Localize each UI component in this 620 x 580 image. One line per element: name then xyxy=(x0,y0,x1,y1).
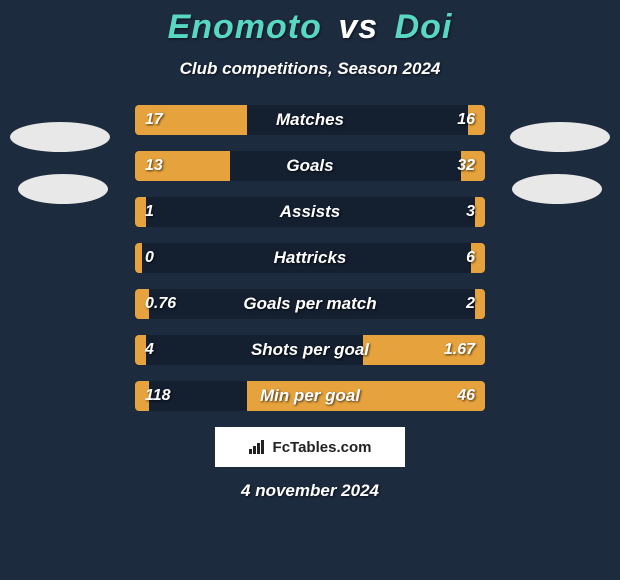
footer-date: 4 november 2024 xyxy=(0,481,620,501)
stats-rows: 1716Matches 1332Goals 13Assists 06Hattricks… xyxy=(135,105,485,411)
stat-row: 13Assists xyxy=(135,197,485,227)
chart-icon xyxy=(249,440,267,454)
stat-row: 41.67Shots per goal xyxy=(135,335,485,365)
stat-label: Goals xyxy=(135,151,485,181)
stat-row: 11846Min per goal xyxy=(135,381,485,411)
player2-name: Doi xyxy=(395,8,453,46)
stat-label: Goals per match xyxy=(135,289,485,319)
player1-name: Enomoto xyxy=(168,8,322,46)
badge-top-right xyxy=(510,122,610,152)
stat-row: 0.762Goals per match xyxy=(135,289,485,319)
badge-bottom-left xyxy=(18,174,108,204)
stat-label: Hattricks xyxy=(135,243,485,273)
badge-bottom-right xyxy=(512,174,602,204)
stat-label: Matches xyxy=(135,105,485,135)
stat-label: Min per goal xyxy=(135,381,485,411)
stat-row: 06Hattricks xyxy=(135,243,485,273)
stat-row: 1716Matches xyxy=(135,105,485,135)
badge-top-left xyxy=(10,122,110,152)
stat-label: Shots per goal xyxy=(135,335,485,365)
footer-logo-text: FcTables.com xyxy=(273,439,372,456)
stat-label: Assists xyxy=(135,197,485,227)
vs-text: vs xyxy=(338,8,378,46)
subtitle: Club competitions, Season 2024 xyxy=(0,59,620,79)
comparison-card: Enomoto vs Doi Club competitions, Season… xyxy=(0,0,620,580)
stat-row: 1332Goals xyxy=(135,151,485,181)
footer-logo: FcTables.com xyxy=(215,427,405,467)
page-title: Enomoto vs Doi xyxy=(0,8,620,47)
